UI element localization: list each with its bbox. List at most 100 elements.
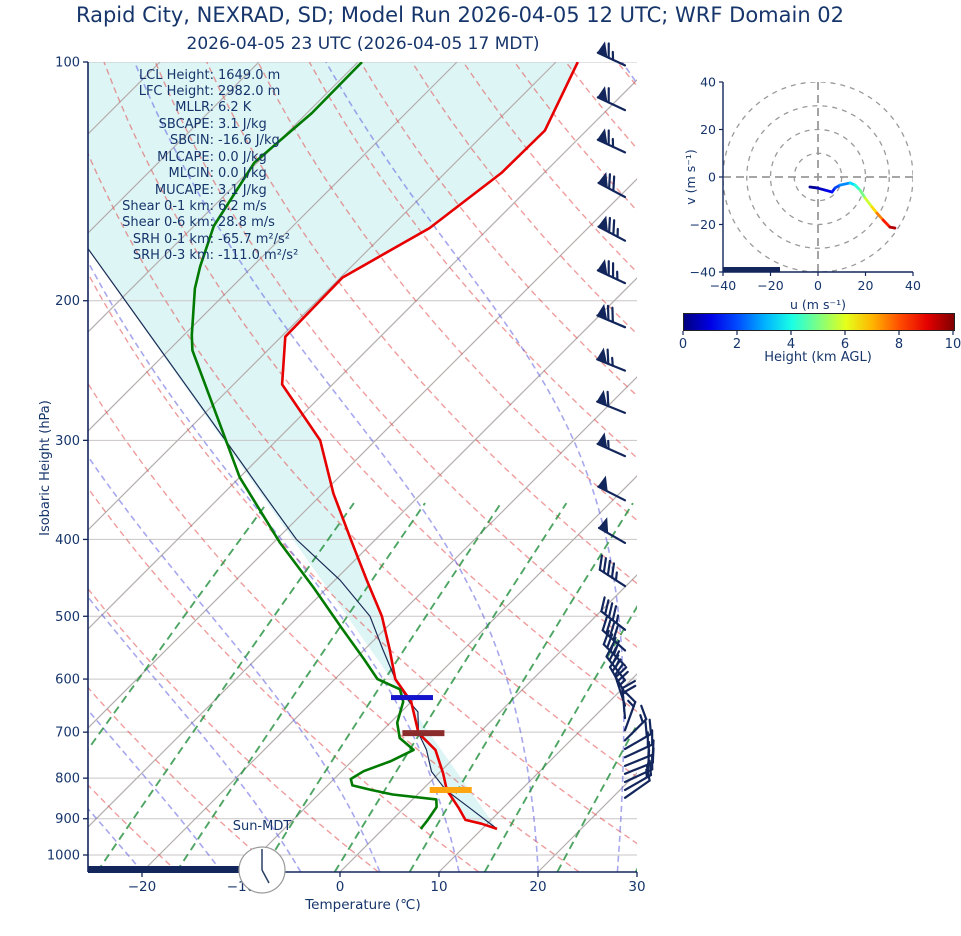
temperature-tick-label: 20: [529, 879, 546, 895]
clock-icon: [238, 846, 286, 894]
pressure-tick-label: 900: [55, 812, 80, 827]
dry-adiabat-line: [411, 62, 637, 335]
barb-half-feather: [639, 714, 644, 724]
wind-barb-column: [596, 41, 655, 799]
dry-adiabat-line: [88, 587, 379, 872]
barb-pennant: [597, 475, 608, 493]
mixing-ratio-line: [483, 605, 637, 872]
wind-barb: [597, 171, 627, 199]
barb-feather: [645, 765, 651, 782]
colorbar-tick-label: 4: [787, 337, 795, 352]
colorbar-label: Height (km AGL): [764, 350, 872, 365]
stat-row: MLLR: 6.2 K: [96, 100, 376, 116]
mixing-ratio-line: [88, 502, 268, 751]
stat-value: 28.8 m/s: [218, 215, 275, 231]
colorbar-tick-label: 10: [945, 337, 961, 352]
barb-half-feather: [645, 768, 648, 779]
barb-feather: [608, 654, 620, 669]
isotherm-line: [339, 574, 637, 872]
mixing-ratio-line: [260, 502, 502, 872]
barb-feather: [648, 759, 653, 777]
barb-pennant: [597, 128, 608, 145]
barb-half-feather: [614, 571, 618, 582]
hodo-u-tick-label: 40: [905, 278, 921, 293]
barb-pennant: [597, 259, 608, 276]
barb-pennant: [596, 432, 608, 449]
mixing-ratio-line: [96, 502, 355, 872]
hodo-v-tick-label: −40: [690, 265, 716, 280]
barb-staff: [623, 779, 651, 799]
barb-pennant: [597, 171, 608, 189]
dry-adiabat-line: [154, 62, 637, 648]
barb-feather: [646, 731, 649, 748]
sounding-stats-block: LCL Height: 1649.0 m LFC Height: 2982.0 m ML…: [96, 68, 376, 265]
hodo-u-tick-label: −20: [757, 278, 783, 293]
lfc-level-bar: [402, 730, 445, 737]
colorbar-tick-label: 0: [679, 337, 687, 352]
stat-value: 6.2 m/s: [218, 199, 267, 214]
dry-adiabat-line: [513, 62, 637, 212]
barb-feather: [651, 753, 654, 771]
cin-shade-region: [88, 62, 578, 829]
barb-feather: [606, 633, 614, 649]
wind-barb: [597, 475, 627, 502]
dry-adiabat-line: [88, 152, 637, 778]
barb-feather: [611, 658, 622, 673]
barb-feather: [604, 599, 610, 616]
stat-value: -16.6 J/kg: [218, 133, 280, 149]
hodo-v-tick-label: 40: [700, 75, 716, 90]
stat-value: -111.0 m²/s²: [218, 248, 299, 264]
barb-feather: [605, 642, 615, 658]
wind-barb: [623, 759, 653, 792]
temperature-axis-label: Temperature (℃): [305, 897, 421, 913]
barb-feather: [648, 718, 653, 736]
stat-row: MUCAPE: 3.1 J/kg: [96, 183, 376, 199]
wind-barb: [600, 596, 627, 631]
hodograph-trace-segment: [838, 181, 852, 187]
barb-feather: [608, 216, 612, 234]
pressure-tick-label: 500: [55, 610, 80, 625]
barb-pennant: [597, 215, 608, 233]
hodo-v-tick-label: 20: [700, 122, 716, 137]
temperature-tick-label: 30: [628, 879, 645, 895]
barb-feather: [607, 129, 610, 146]
stat-row: Shear 0-1 km: 6.2 m/s: [96, 199, 376, 215]
barb-feather: [608, 173, 612, 190]
colorbar-tick-label: 6: [841, 337, 849, 352]
height-colorbar: [683, 313, 955, 331]
mixing-ratio-line: [175, 502, 426, 872]
barb-feather: [607, 87, 610, 104]
moist-adiabat-line: [88, 455, 381, 872]
barb-feather: [614, 666, 628, 679]
barb-feather: [607, 42, 610, 59]
dewpoint-curve: [190, 62, 438, 830]
isotherm-line: [141, 376, 637, 872]
stat-value: -65.7 m²/s²: [218, 231, 291, 247]
barb-pennant: [598, 517, 609, 534]
stat-label: MLLR:: [175, 100, 214, 116]
barb-pennant: [596, 347, 608, 364]
isotherm-line: [88, 62, 557, 531]
barb-feather: [606, 304, 610, 322]
skewt-background: [88, 62, 895, 872]
barb-feather: [611, 605, 618, 622]
pressure-tick-label: 300: [55, 434, 80, 449]
moist-adiabat-line: [325, 62, 625, 872]
wind-barb: [623, 690, 637, 732]
dry-adiabat-line: [103, 62, 637, 713]
barb-feather: [610, 562, 616, 579]
wind-barb: [621, 680, 637, 720]
wind-barb: [623, 718, 653, 751]
wind-barb: [598, 554, 627, 588]
stat-row: SBCAPE: 3.1 J/kg: [96, 117, 376, 133]
pressure-tick-label: 600: [55, 673, 80, 688]
colorbar-tick-label: 8: [895, 337, 903, 352]
pressure-tick-label: 200: [55, 294, 80, 309]
wind-barb: [601, 615, 627, 652]
lcl-level-bar: [429, 786, 472, 793]
wind-barb: [596, 303, 627, 329]
hodograph-u-axis-label: u (m s⁻¹): [790, 297, 846, 312]
sun-time-label: Sun-MDT: [232, 819, 292, 834]
mixing-ratio-line: [708, 503, 895, 872]
sun-period-bar: [88, 866, 240, 873]
